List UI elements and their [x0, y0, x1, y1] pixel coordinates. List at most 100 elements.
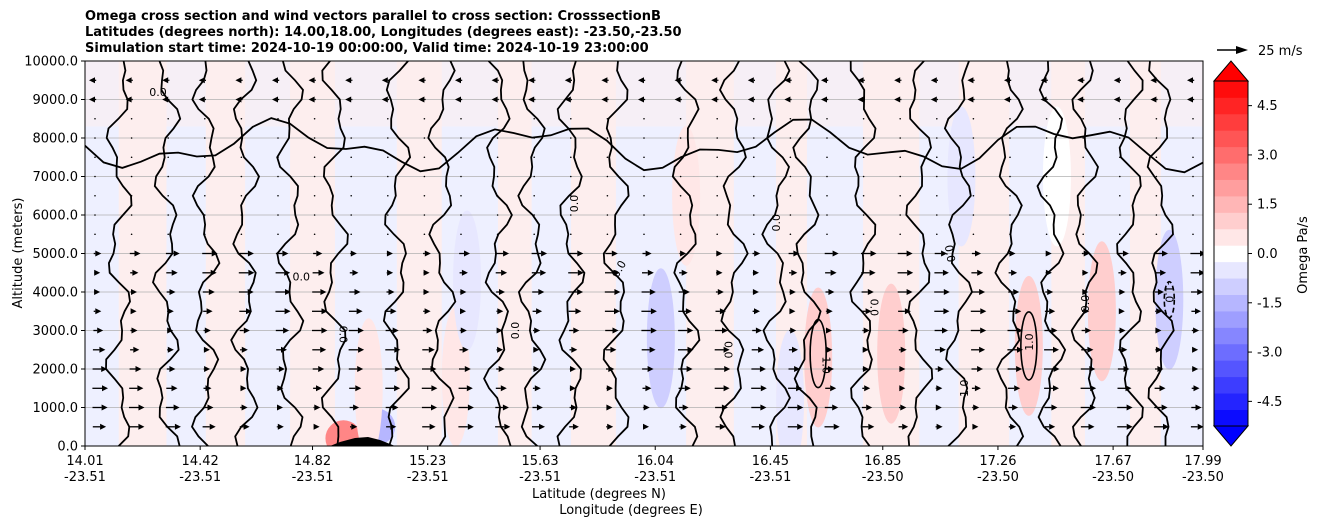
wind-vector-head: [134, 250, 141, 257]
wind-vector-head: [171, 385, 178, 392]
wind-vector-head: [1090, 385, 1097, 392]
wind-vector-head: [1040, 77, 1047, 84]
wind-vector-head: [752, 289, 759, 295]
wind-vector-head: [643, 404, 650, 411]
wind-vector-head: [162, 96, 169, 103]
wind-vector-head: [821, 96, 827, 103]
wind-vector: [1009, 233, 1011, 236]
wind-vector-head: [614, 289, 621, 295]
wind-vector-head: [796, 385, 803, 392]
wind-vector-head: [1113, 77, 1120, 84]
wind-vector-head: [533, 346, 540, 353]
wind-vector-head: [832, 404, 839, 411]
wind-vector-head: [538, 289, 545, 295]
wind-vector: [1119, 194, 1121, 197]
wind-vector: [972, 175, 975, 178]
wind-vector-head: [394, 366, 401, 372]
wind-vector-head: [386, 250, 393, 257]
wind-vector-head: [131, 327, 138, 334]
wind-vector-head: [94, 269, 101, 276]
wind-vector-head: [534, 327, 541, 334]
wind-vector: [679, 194, 682, 197]
wind-vector: [899, 156, 901, 159]
wind-vector-head: [1047, 289, 1054, 295]
wind-vector: [350, 233, 353, 236]
wind-vector-head: [939, 346, 946, 353]
colorbar-bin: [1214, 376, 1248, 394]
wind-vector-head: [277, 404, 283, 411]
wind-vector-head: [162, 77, 169, 84]
wind-vector-head: [125, 96, 132, 103]
wind-vector: [679, 137, 682, 139]
wind-vector-head: [674, 77, 681, 84]
wind-vector: [716, 214, 718, 216]
wind-vector: [1155, 156, 1158, 159]
wind-vector-head: [1089, 366, 1096, 372]
wind-vector-head: [428, 346, 435, 353]
wind-vector: [1082, 156, 1084, 159]
wind-vector-head: [133, 346, 140, 353]
wind-vector-head: [171, 269, 178, 276]
wind-vector: [972, 117, 975, 120]
wind-vector: [496, 233, 499, 236]
wind-vector-head: [429, 423, 436, 430]
wind-vector-head: [784, 77, 791, 84]
wind-vector: [204, 156, 206, 159]
colorbar-bin: [1214, 163, 1248, 180]
colorbar-extend-min: [1212, 425, 1250, 447]
wind-vector-head: [1160, 269, 1167, 276]
wind-vector-head: [1004, 77, 1010, 84]
wind-vector-head: [1119, 327, 1126, 334]
wind-vector: [277, 175, 279, 178]
wind-vector-head: [1187, 77, 1193, 84]
wind-vector: [423, 233, 426, 236]
wind-vector-head: [282, 250, 289, 257]
x-axis-label-lat: Latitude (degrees N): [532, 487, 666, 502]
wind-vector-head: [830, 269, 837, 276]
colorbar-bin: [1214, 130, 1248, 148]
contour-zero: [943, 61, 973, 446]
wind-vector: [1009, 214, 1011, 216]
wind-vector: [533, 214, 535, 216]
wind-vector-head: [942, 269, 949, 276]
x-tick-label-lat: 16.04: [637, 454, 674, 469]
wind-vector: [277, 137, 279, 139]
wind-vector-head: [467, 404, 474, 411]
wind-vector: [606, 233, 609, 236]
colorbar-bin: [1214, 409, 1248, 427]
y-tick-label: 3000.0: [33, 324, 79, 339]
wind-vector-head: [357, 327, 364, 334]
wind-vector: [130, 175, 133, 178]
wind-vector-head: [241, 346, 248, 353]
wind-vector-head: [722, 327, 728, 334]
wind-vector: [496, 156, 499, 159]
colorbar-bin: [1214, 393, 1248, 410]
wind-vector: [130, 194, 133, 197]
wind-vector-head: [723, 385, 730, 392]
colorbar-bin: [1214, 360, 1248, 378]
wind-vector-head: [1192, 366, 1199, 372]
wind-vector-head: [936, 423, 943, 430]
wind-vector-head: [1157, 366, 1164, 372]
wind-vector-head: [241, 404, 248, 411]
wind-vector: [496, 117, 499, 120]
wind-vector-head: [797, 423, 804, 430]
wind-vector-head: [685, 308, 692, 315]
wind-vector: [460, 137, 462, 139]
wind-vector-head: [1155, 346, 1162, 353]
wind-vector-head: [1195, 308, 1201, 315]
wind-vector-head: [206, 308, 213, 315]
wind-vector-head: [173, 250, 180, 257]
wind-vector-head: [247, 250, 254, 257]
wind-vector-head: [94, 289, 101, 295]
wind-vector-head: [979, 346, 986, 353]
wind-vector: [1192, 137, 1194, 139]
wind-vector-head: [607, 423, 614, 430]
wind-vector-head: [723, 346, 730, 353]
wind-vector-head: [943, 308, 950, 315]
contour-plus-one: [809, 318, 827, 389]
wind-vector: [1155, 117, 1158, 120]
wind-vector-head: [571, 404, 577, 411]
wind-vector-head: [1082, 269, 1089, 276]
wind-vector-head: [828, 366, 834, 372]
